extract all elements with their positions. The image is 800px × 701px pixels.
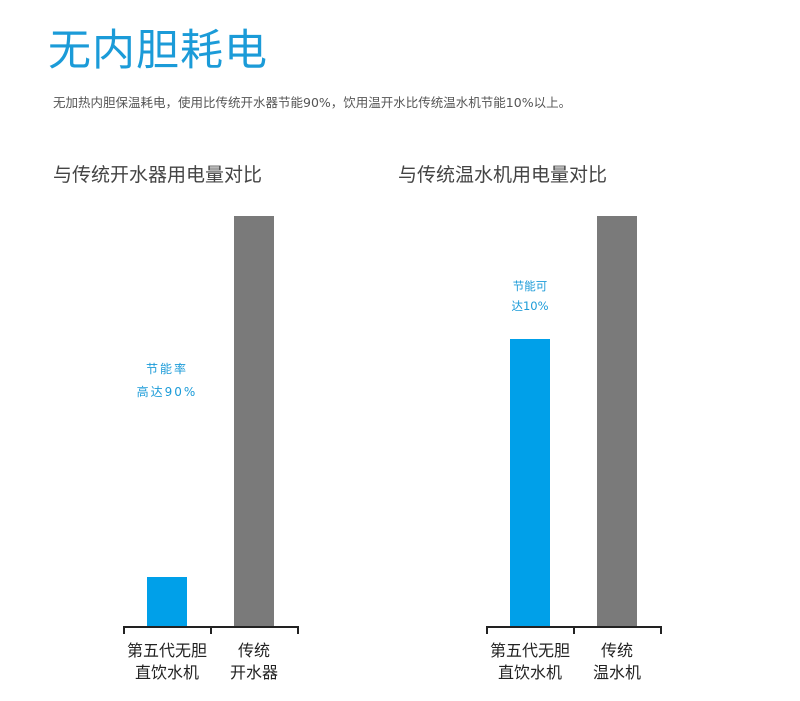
bar	[234, 216, 274, 626]
category-label: 传统 开水器	[209, 640, 299, 684]
annotation-label: 节能率	[145, 362, 188, 376]
annotation-label: 节能可	[512, 279, 548, 293]
bar	[597, 216, 637, 626]
category-label-line: 第五代无胆	[489, 641, 570, 660]
category-label-line: 直饮水机	[134, 663, 199, 682]
x-axis-tick	[660, 626, 662, 634]
bar	[147, 576, 187, 626]
page-subtitle: 无加热内胆保温耗电，使用比传统开水器节能90%，饮用温开水比传统温水机节能10%…	[53, 95, 572, 110]
category-label-line: 第五代无胆	[126, 641, 207, 660]
category-label-line: 传统	[237, 641, 270, 660]
bar	[510, 339, 550, 626]
chart-title: 与传统温水机用电量对比	[398, 164, 608, 186]
category-label: 第五代无胆 直饮水机	[485, 640, 575, 684]
x-axis-tick	[123, 626, 125, 634]
annotation-label: 达10%	[511, 299, 549, 313]
x-axis-tick	[297, 626, 299, 634]
x-axis-tick	[210, 626, 212, 634]
x-axis-tick	[573, 626, 575, 634]
page-title: 无内胆耗电	[48, 26, 268, 76]
category-label-line: 温水机	[592, 663, 641, 682]
category-label-line: 传统	[600, 641, 633, 660]
x-axis-tick	[486, 626, 488, 634]
category-label-line: 直饮水机	[497, 663, 562, 682]
category-label: 第五代无胆 直饮水机	[122, 640, 212, 684]
annotation-label: 高达90%	[136, 385, 198, 399]
category-label-line: 开水器	[229, 663, 278, 682]
chart-title: 与传统开水器用电量对比	[53, 164, 263, 186]
category-label: 传统 温水机	[572, 640, 662, 684]
